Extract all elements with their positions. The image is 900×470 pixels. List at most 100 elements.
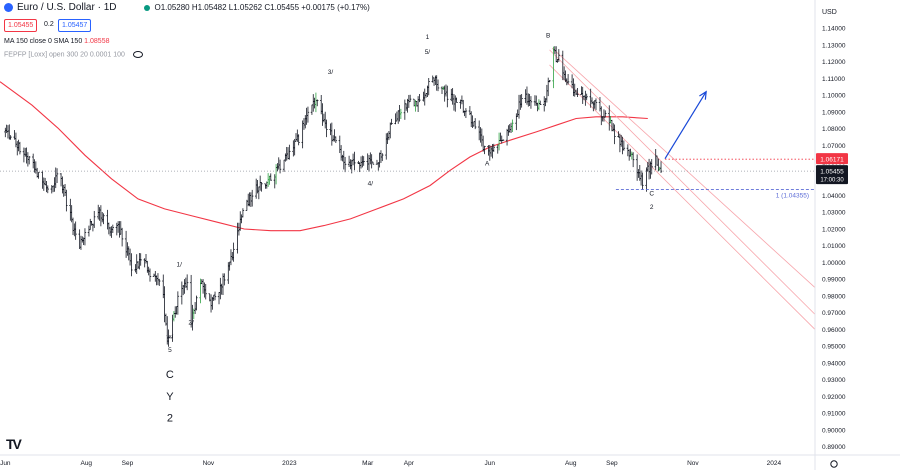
price-tick-label: 1.00000 [822,260,846,267]
ma-indicator-legend[interactable]: MA 150 close 0 SMA 150 1.08558 [4,38,109,45]
candle-bar [516,109,519,117]
candle-bar [273,174,276,189]
candle-bar [31,153,35,169]
candle-bar [93,210,96,228]
time-tick-label: Sep [122,460,134,467]
sell-button[interactable]: 1.05455 [4,19,38,32]
candle-bar [657,158,660,172]
candle-bar [492,143,495,152]
candle-bar [14,132,18,148]
candle-bar [621,136,624,155]
candle-bar [24,147,27,157]
candle-bar [630,151,634,160]
candle-bar [334,136,338,143]
price-tick-label: 0.89000 [822,444,846,451]
ma-indicator-label: MA 150 close 0 SMA 150 [4,38,83,45]
candle-bar [517,94,521,119]
time-tick-label: 2023 [282,460,297,467]
candle-bar [385,133,388,160]
candle-bar [424,93,428,98]
candle-bar [499,132,502,142]
candle-bar [62,184,65,197]
candle-bar [554,46,558,63]
price-tick-label: 1.09000 [822,109,846,116]
candle-bar [454,95,457,112]
candle-bar [329,123,332,136]
symbol-title[interactable]: Euro / U.S. Dollar · 1D [17,2,117,13]
time-axis[interactable]: Jun Aug Sep Nov 2023 Mar Apr Jun Aug Sep Nov 2024 [0,454,900,468]
candle-bar [477,120,481,141]
candle-bar [50,185,53,194]
candle-bar [116,221,120,233]
candle-bar [248,192,251,207]
candle-bar [106,209,109,230]
candle-bar [464,108,468,118]
candle-bar [608,105,611,131]
candle-bar [408,94,412,103]
candle-bar [213,291,217,301]
candle-bar [395,111,399,122]
candle-bar [237,222,241,236]
price-axis[interactable]: USD 1.14000 1.13000 1.12000 1.11000 1.10000 1.… [814,0,848,470]
candle-bar [174,306,177,318]
candle-bar [89,218,92,231]
wave-label: B [546,32,550,39]
candle-bar [338,135,342,154]
candle-bar [87,225,91,237]
price-tick-label: 0.96000 [822,327,846,334]
candle-bar [403,99,407,120]
candle-bar [134,264,137,273]
candle-bar [573,83,576,97]
price-tick-label: 1.12000 [822,59,846,66]
candle-bar [41,170,44,189]
price-tick-label: 1.02000 [822,226,846,233]
candle-bar [406,98,409,113]
candle-bar [394,113,397,125]
wave-label: w/ [166,334,174,341]
candle-bar [219,277,222,300]
candle-bar [6,125,10,139]
candle-bar [590,97,594,105]
fepfp-indicator-legend[interactable]: FEPFP [Loxx] open 300 20 0.0001 100 [4,51,143,58]
candle-bar [22,147,26,163]
candle-bar [61,176,64,194]
candle-bar [451,88,454,105]
tradingview-logo-icon[interactable]: TV [6,436,22,452]
channel-line-0 [549,49,816,315]
candle-bar [342,150,345,170]
time-tick-label: Jun [0,460,11,467]
price-tick-label: 1.11000 [822,76,845,83]
candle-bar [331,135,335,142]
candle-bar [390,118,393,125]
hidden-eye-icon[interactable] [132,51,143,58]
candle-bar [118,221,121,238]
candle-bar [378,152,381,168]
candle-bar [33,159,36,173]
candle-bar [647,158,651,180]
candle-bar [81,236,84,243]
buy-button[interactable]: 1.05457 [58,19,92,32]
ma150-series-line [0,81,648,232]
current-price-badge-bg [816,165,848,185]
candle-bar [654,148,657,171]
candle-bar [143,258,146,268]
candle-bar [347,155,351,167]
candle-bar [325,119,328,138]
wave-label: 5/ [425,49,431,56]
settings-gear-icon[interactable] [830,460,838,468]
candle-bar [404,103,408,111]
candle-bar [136,261,140,270]
candle-bar [254,178,258,199]
candle-bar [370,154,373,169]
candle-bar [79,235,83,250]
candle-bar [436,79,440,92]
wave-label: 2 [650,204,654,211]
candle-bar [353,151,356,171]
candle-bar [286,147,290,160]
candle-bar [120,227,124,247]
candle-bar [435,75,438,91]
price-tick-label: 1.14000 [822,26,846,33]
candle-bar [536,102,539,112]
price-tick-label: 0.90000 [822,427,846,434]
